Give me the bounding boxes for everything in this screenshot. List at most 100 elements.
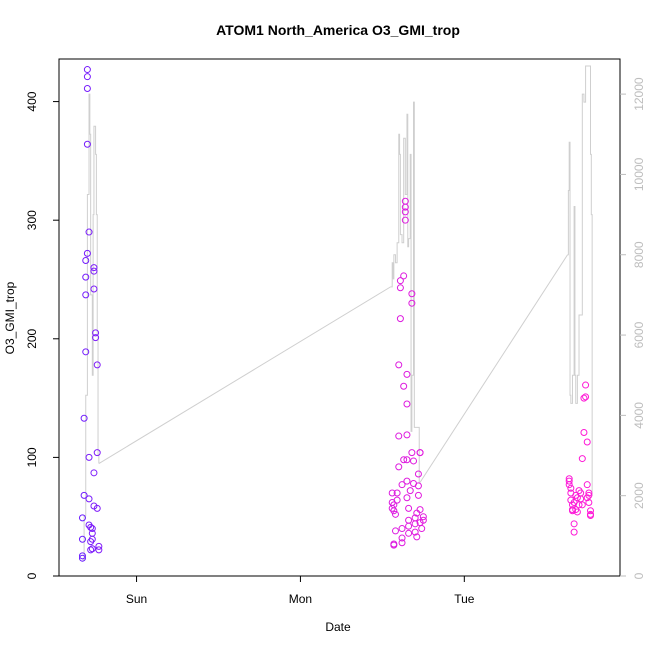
data-point xyxy=(83,249,91,257)
data-point xyxy=(85,228,93,236)
y2-tick-label: 6000 xyxy=(632,321,646,348)
data-point xyxy=(582,381,590,389)
data-point xyxy=(393,496,401,504)
data-point xyxy=(403,431,411,439)
data-point xyxy=(90,264,98,272)
data-point xyxy=(90,285,98,293)
y2-tick-label: 12000 xyxy=(632,77,646,111)
data-point xyxy=(93,449,101,457)
y-tick-label: 300 xyxy=(25,210,39,230)
y2-tick-label: 0 xyxy=(632,572,646,579)
data-point xyxy=(565,477,573,485)
data-point xyxy=(82,348,90,356)
data-point xyxy=(395,463,403,471)
x-tick-label: Sun xyxy=(126,592,147,606)
data-point xyxy=(587,507,595,515)
data-point xyxy=(414,491,422,499)
y-tick-label: 200 xyxy=(25,328,39,348)
data-point xyxy=(400,382,408,390)
data-point xyxy=(403,370,411,378)
data-point xyxy=(403,477,411,485)
data-point xyxy=(398,534,406,542)
data-point xyxy=(408,299,416,307)
data-point xyxy=(82,257,90,265)
data-point xyxy=(395,361,403,369)
data-point xyxy=(573,508,581,516)
data-point xyxy=(403,456,411,464)
data-point xyxy=(401,216,409,224)
data-point xyxy=(565,481,573,489)
data-point xyxy=(573,494,581,502)
data-point xyxy=(567,484,575,492)
data-point xyxy=(87,546,95,554)
data-point xyxy=(88,525,96,533)
data-point xyxy=(408,449,416,457)
data-point xyxy=(416,506,424,514)
data-point xyxy=(390,541,398,549)
data-point xyxy=(585,491,593,499)
data-point xyxy=(400,456,408,464)
data-point xyxy=(401,197,409,205)
data-point xyxy=(85,453,93,461)
data-point xyxy=(403,400,411,408)
data-point xyxy=(410,457,418,465)
data-point xyxy=(570,528,578,536)
y-tick-label: 0 xyxy=(25,572,39,579)
data-point xyxy=(396,277,404,285)
data-point xyxy=(578,455,586,463)
plot-frame xyxy=(58,58,621,577)
data-point xyxy=(580,428,588,436)
data-point xyxy=(406,487,414,495)
data-point xyxy=(398,539,406,547)
data-point xyxy=(83,85,91,93)
data-point xyxy=(570,520,578,528)
y2-tick-label: 8000 xyxy=(632,241,646,268)
y2-tick-label: 2000 xyxy=(632,482,646,509)
data-point xyxy=(80,491,88,499)
data-point xyxy=(80,414,88,422)
y2-tick-label: 4000 xyxy=(632,402,646,429)
data-point xyxy=(398,481,406,489)
data-point xyxy=(413,533,421,541)
axes-layer: 0100200300400020004000600080001000012000… xyxy=(25,77,646,606)
data-point xyxy=(88,545,96,553)
data-point xyxy=(93,361,101,369)
data-point xyxy=(400,272,408,280)
data-point xyxy=(414,482,422,490)
data-point xyxy=(83,73,91,81)
data-point xyxy=(578,501,586,509)
secondary-line-segment xyxy=(82,93,100,561)
data-point xyxy=(83,66,91,74)
data-point xyxy=(405,529,413,537)
data-point xyxy=(580,394,588,402)
y-tick-label: 100 xyxy=(25,447,39,467)
data-point xyxy=(416,449,424,457)
data-point xyxy=(587,512,595,520)
data-point xyxy=(585,498,593,506)
data-point xyxy=(82,273,90,281)
x-axis-label: Date xyxy=(325,620,351,634)
data-point xyxy=(90,267,98,275)
data-point xyxy=(583,481,591,489)
data-point xyxy=(391,527,399,535)
data-point xyxy=(78,514,86,522)
data-point xyxy=(78,554,86,562)
data-point xyxy=(93,504,101,512)
data-point xyxy=(419,516,427,524)
scatter-layer xyxy=(78,66,595,562)
data-point xyxy=(393,489,401,497)
data-point xyxy=(390,501,398,509)
data-point xyxy=(396,315,404,323)
y-tick-label: 400 xyxy=(25,91,39,111)
data-point xyxy=(405,504,413,512)
secondary-line-layer xyxy=(82,65,593,561)
data-point xyxy=(388,489,396,497)
x-tick-label: Mon xyxy=(289,592,312,606)
secondary-line-connector xyxy=(418,254,568,484)
data-point xyxy=(398,525,406,533)
secondary-line-connector xyxy=(98,286,391,464)
data-point xyxy=(585,489,593,497)
